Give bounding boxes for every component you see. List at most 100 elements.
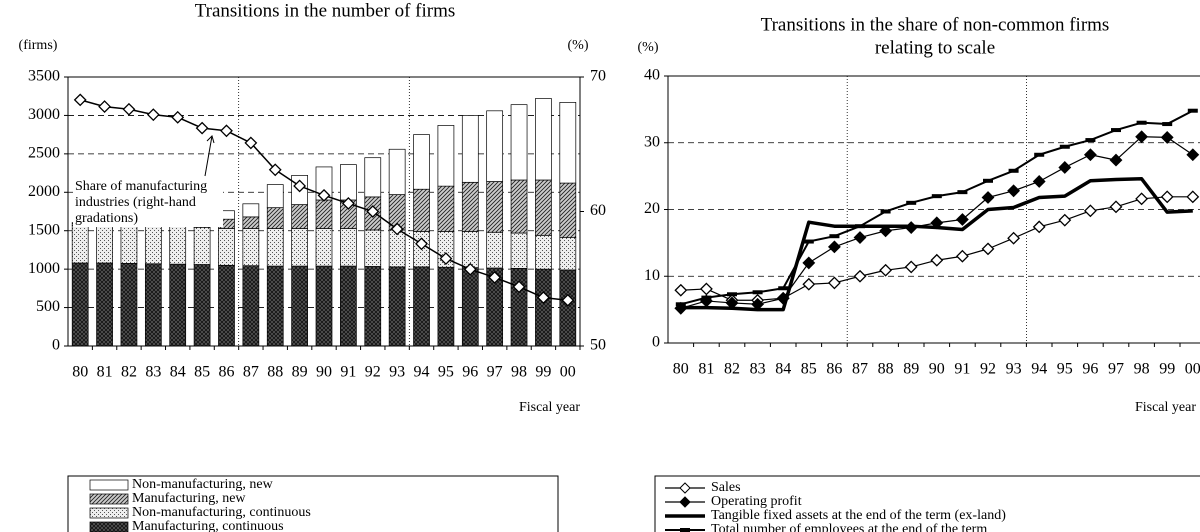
marker — [122, 102, 136, 116]
x-tick-label: 84 — [170, 364, 186, 381]
marker — [853, 269, 867, 283]
x-tick-label: 00 — [560, 364, 576, 381]
marker — [1007, 184, 1021, 198]
bar-segment — [340, 164, 357, 201]
marker — [955, 213, 969, 226]
y-tick-label: 2000 — [28, 183, 60, 200]
x-tick-label: 91 — [954, 361, 970, 378]
bar-segment — [388, 266, 406, 347]
bar-segment — [242, 203, 260, 218]
marker — [827, 276, 841, 290]
x-tick-label: 94 — [1031, 361, 1047, 378]
x-tick-label: 98 — [511, 364, 527, 381]
marker — [802, 277, 816, 291]
bar-segment — [437, 185, 455, 232]
bar-segment — [96, 224, 113, 264]
marker — [415, 237, 428, 251]
bar-segment — [437, 125, 455, 187]
legend-label: Manufacturing, new — [132, 491, 246, 506]
bar-segment — [559, 269, 577, 347]
legend-marker — [679, 496, 691, 508]
bar-segment — [510, 179, 528, 234]
x-tick-label: 91 — [340, 364, 356, 381]
marker — [829, 234, 840, 239]
plot-frame — [67, 76, 581, 347]
x-tick-label: 81 — [698, 361, 714, 378]
x-tick-label: 98 — [1134, 361, 1150, 378]
marker — [855, 224, 865, 229]
bar-segment — [291, 228, 308, 267]
marker — [512, 280, 526, 294]
marker — [293, 179, 307, 193]
marker — [699, 282, 713, 296]
x-tick-label: 89 — [903, 361, 919, 378]
legend-marker — [679, 482, 691, 494]
bar-segment — [486, 231, 504, 269]
bar-segment — [413, 134, 430, 190]
x-tick-label: 81 — [97, 364, 113, 381]
bar-segment — [315, 265, 333, 347]
marker — [1136, 120, 1147, 125]
bar-segment — [315, 228, 333, 267]
x-tick-label: 93 — [1006, 361, 1022, 378]
legend-marker — [680, 528, 690, 532]
marker — [1032, 175, 1046, 188]
bar-segment — [413, 188, 430, 232]
bar-segment — [461, 181, 479, 232]
legend-label: Operating profit — [711, 494, 802, 509]
marker — [727, 292, 737, 297]
legend-label: Tangible fixed assets at the end of the … — [711, 508, 1006, 523]
marker — [802, 256, 816, 270]
annotation-arrowhead — [206, 135, 215, 144]
bar-segment — [461, 115, 479, 183]
bar-segment — [218, 264, 235, 347]
marker — [390, 222, 404, 236]
x-tick-label: 89 — [292, 364, 308, 381]
marker — [537, 291, 550, 304]
x-tick-label: 88 — [267, 364, 283, 381]
bar-segment — [169, 263, 187, 347]
marker — [1059, 144, 1070, 149]
marker — [930, 253, 944, 267]
line-series — [680, 177, 1193, 312]
bar-segment — [144, 224, 162, 265]
x-tick-label: 83 — [750, 361, 766, 378]
y-axis-label: (firms) — [19, 38, 58, 53]
x-tick-label: 97 — [1108, 361, 1124, 378]
annotation: industries (right-hand — [75, 195, 196, 210]
bar-segment — [218, 228, 235, 266]
marker — [317, 188, 331, 202]
bar-segment — [510, 232, 528, 269]
marker — [1186, 190, 1200, 204]
bar-segment — [559, 102, 577, 184]
marker — [1135, 130, 1149, 144]
x-tick-label: 87 — [243, 364, 259, 381]
bar-segment — [388, 229, 406, 268]
bar-segment — [242, 216, 260, 229]
chart-title: Transitions in the share of non-common f… — [761, 14, 1110, 35]
plot-frame — [667, 75, 1200, 344]
marker — [906, 200, 917, 205]
marker — [146, 108, 160, 122]
marker — [244, 136, 258, 150]
marker — [1085, 138, 1096, 143]
bar-segment — [291, 204, 308, 229]
chart-title: relating to scale — [875, 37, 995, 58]
marker — [1083, 148, 1097, 162]
marker — [879, 224, 893, 238]
bar-segment — [510, 268, 528, 347]
y2-axis-label: (%) — [568, 38, 589, 53]
marker — [981, 242, 995, 256]
marker — [853, 231, 867, 244]
y-tick-label: 40 — [644, 67, 660, 84]
marker — [701, 295, 712, 300]
bar-segment — [71, 224, 89, 264]
y-tick-label: 20 — [644, 200, 660, 217]
x-tick-label: 85 — [801, 361, 817, 378]
marker — [1008, 168, 1019, 173]
x-tick-label: 86 — [218, 364, 234, 381]
bar-segment — [266, 228, 284, 267]
x-axis-label: Fiscal year — [519, 400, 580, 415]
marker — [1111, 128, 1121, 133]
y-tick-label: 0 — [652, 334, 660, 351]
